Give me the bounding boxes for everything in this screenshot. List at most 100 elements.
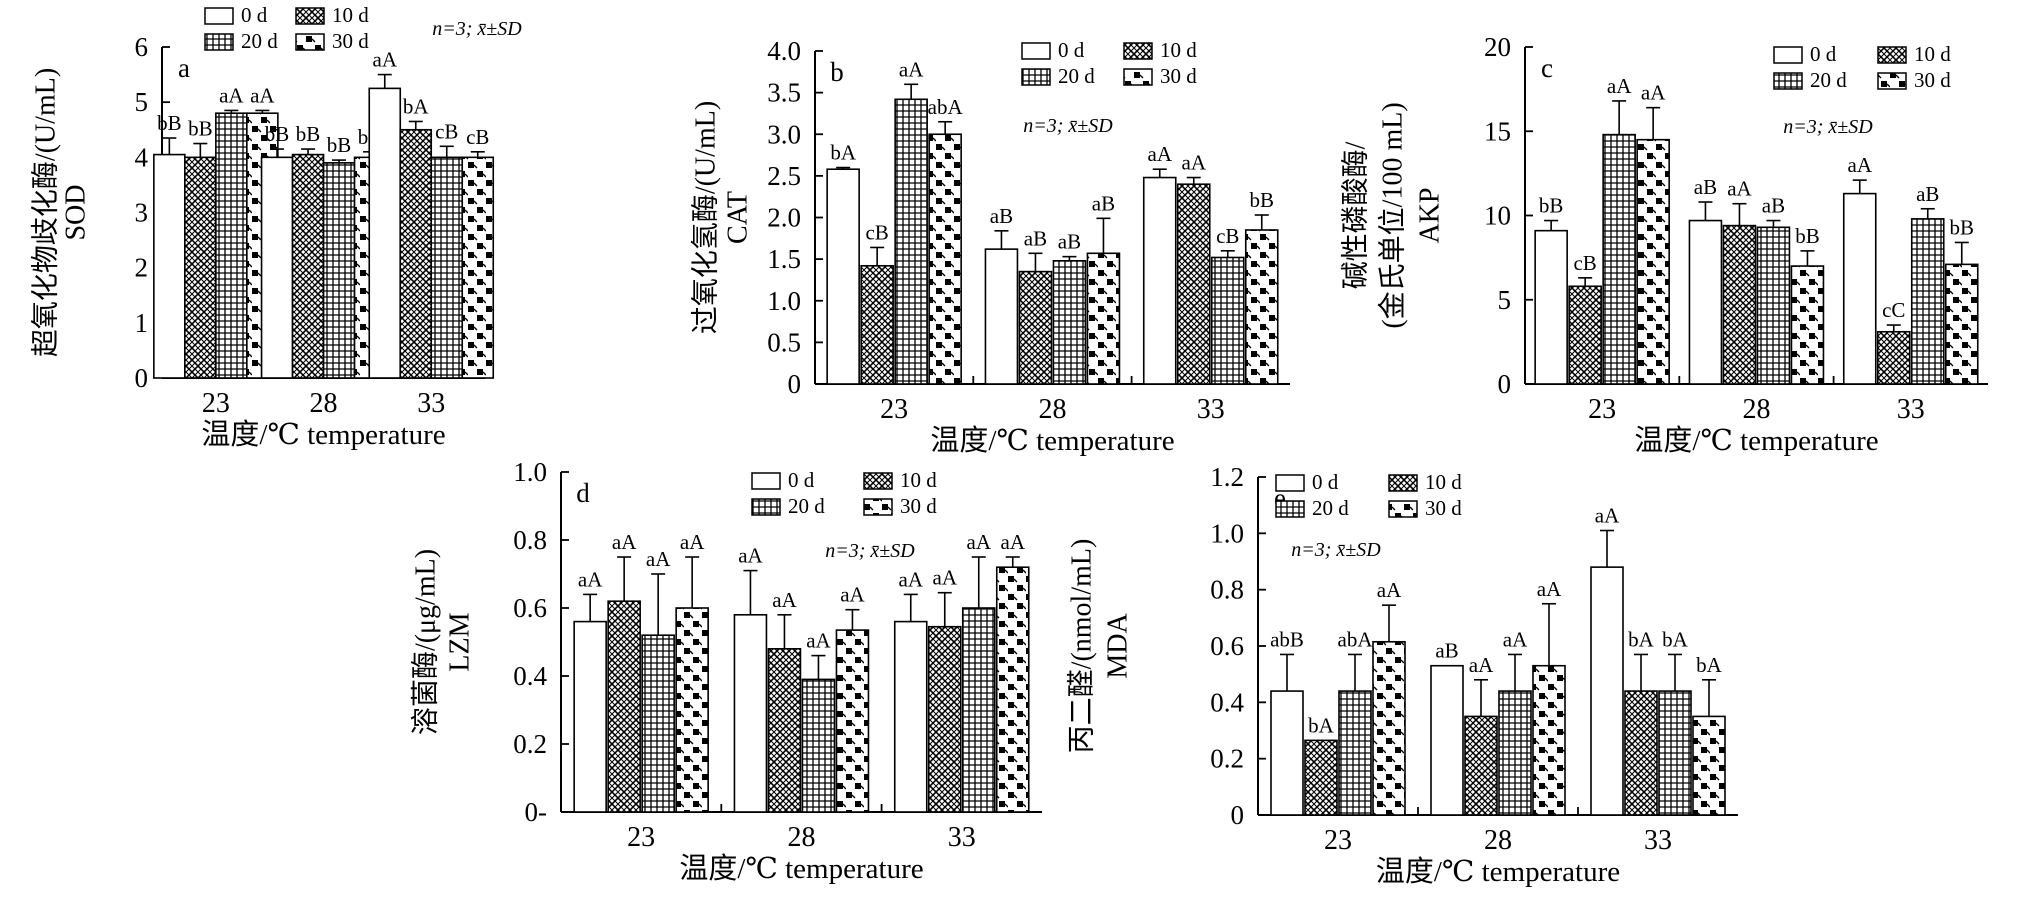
panel-letter: a	[178, 53, 190, 83]
significance-label: aA	[806, 629, 831, 653]
significance-label: aB	[1024, 226, 1047, 250]
x-tick-label: 33	[1897, 394, 1925, 425]
bar	[961, 607, 996, 813]
significance-label: aA	[899, 567, 924, 591]
bar	[1658, 690, 1692, 816]
significance-label: aB	[1435, 639, 1458, 663]
y-axis-label: 超氧化物歧化酶/(U/mL)	[29, 68, 61, 357]
legend-swatch	[1773, 46, 1803, 64]
significance-label: bA	[1628, 627, 1655, 651]
significance-label: aA	[1001, 530, 1026, 554]
stats-annotation: n=3; x̄±SD	[1291, 539, 1381, 561]
bar	[368, 87, 402, 379]
legend-label: 10 d	[1160, 38, 1197, 62]
significance-label: bB	[265, 122, 290, 146]
y-axis-label: 过氧化氢酶/(U/mL)	[689, 101, 721, 334]
y-tick-label: 1.0	[767, 286, 801, 316]
legend-swatch	[751, 498, 781, 516]
bar	[153, 153, 186, 379]
y-tick-label: 2	[135, 253, 149, 283]
x-axis-label: 温度/℃ temperature	[930, 424, 1174, 457]
bar	[461, 156, 495, 379]
legend-label: 10 d	[900, 468, 937, 492]
panel-letter: d	[576, 478, 590, 508]
significance-label: aA	[646, 547, 671, 571]
significance-label: aA	[840, 583, 865, 607]
panel-c: 0 5 10 15 20 23 bB cB aA aA 28 aB aA aB bB 33 aA cC aB bB 温度…	[1339, 32, 1988, 457]
y-tick-label: 2.0	[767, 203, 801, 233]
significance-label: aA	[967, 530, 992, 554]
x-tick-label: 33	[417, 388, 445, 419]
y-tick-label: 0	[1231, 800, 1245, 830]
x-tick-label: 23	[627, 822, 655, 853]
significance-label: aA	[612, 530, 637, 554]
significance-label: bA	[830, 141, 857, 165]
significance-label: aB	[1762, 194, 1785, 218]
significance-label: cB	[1216, 224, 1239, 248]
y-axis-label: AKP	[1414, 187, 1445, 243]
y-tick-label: 0	[788, 369, 802, 399]
y-tick-label: 0.6	[513, 593, 547, 623]
bar	[1876, 330, 1911, 385]
panel-b: 00.51.01.52.02.53.03.54.023bAcBaAabA28aB…	[689, 36, 1290, 457]
bar	[928, 133, 962, 385]
significance-label: aA	[1503, 627, 1528, 651]
bar	[1688, 219, 1723, 385]
significance-label: aA	[899, 57, 924, 81]
significance-label: aB	[1916, 182, 1939, 206]
y-axis-label: 碱性磷酸酶/	[1339, 141, 1371, 289]
bar	[995, 566, 1030, 813]
legend-label: 20 d	[1810, 68, 1847, 92]
bar	[184, 156, 217, 379]
legend-swatch	[1773, 72, 1803, 90]
legend-swatch	[1877, 46, 1907, 64]
panel-letter: c	[1541, 53, 1553, 83]
significance-label: aA	[1148, 142, 1173, 166]
bar	[835, 629, 870, 813]
legend-label: 10 d	[332, 3, 369, 27]
bar	[607, 600, 641, 813]
x-tick-label: 28	[1484, 825, 1512, 856]
bar	[1210, 256, 1245, 385]
significance-label: bB	[188, 117, 213, 141]
bar	[1464, 715, 1498, 816]
x-tick-label: 28	[787, 822, 815, 853]
legend-label: 10 d	[1425, 470, 1462, 494]
bar	[826, 168, 860, 385]
legend-label: 30 d	[1425, 496, 1462, 520]
legend-swatch	[1123, 68, 1153, 86]
bar	[1142, 176, 1177, 385]
significance-label: aA	[1537, 577, 1562, 601]
significance-label: cC	[1882, 298, 1905, 322]
bar	[1498, 690, 1532, 816]
significance-label: aB	[1092, 191, 1115, 215]
bar	[291, 153, 325, 379]
y-tick-label: 0.6	[1210, 631, 1244, 661]
bar	[1532, 664, 1566, 816]
y-tick-label: 0.5	[767, 327, 801, 357]
significance-label: aB	[1058, 230, 1081, 254]
bar	[1086, 252, 1121, 385]
legend-swatch	[295, 33, 325, 51]
bar	[984, 248, 1019, 385]
bar	[1636, 138, 1670, 385]
bar	[430, 156, 464, 379]
panel-e: 0 0.2 0.4 0.6 0.8 1.0 1.2 23 abB bA abA aA 28 aB aA aA a…	[1065, 462, 1738, 888]
significance-label: bA	[1696, 653, 1723, 677]
legend-swatch	[295, 7, 325, 25]
y-tick-label: 0.2	[1210, 744, 1244, 774]
panel-d: 0- 0.2 0.4 0.6 0.8 1.0 23 aA aA aA aA 28 aA aA aA aA 33 a…	[409, 457, 1042, 885]
legend-label: 0 d	[241, 3, 268, 27]
legend-label: 30 d	[1914, 68, 1951, 92]
panel-letter: b	[830, 57, 844, 87]
bar	[927, 625, 962, 813]
y-tick-label: 0-	[525, 797, 548, 827]
bar	[1910, 218, 1945, 385]
legend-label: 0 d	[1810, 42, 1837, 66]
y-tick-label: 1.5	[767, 244, 801, 274]
significance-label: bB	[157, 111, 182, 135]
bar	[1244, 229, 1279, 385]
bar	[399, 128, 433, 379]
significance-label: bB	[1249, 188, 1274, 212]
y-tick-label: 0.4	[1210, 687, 1244, 717]
